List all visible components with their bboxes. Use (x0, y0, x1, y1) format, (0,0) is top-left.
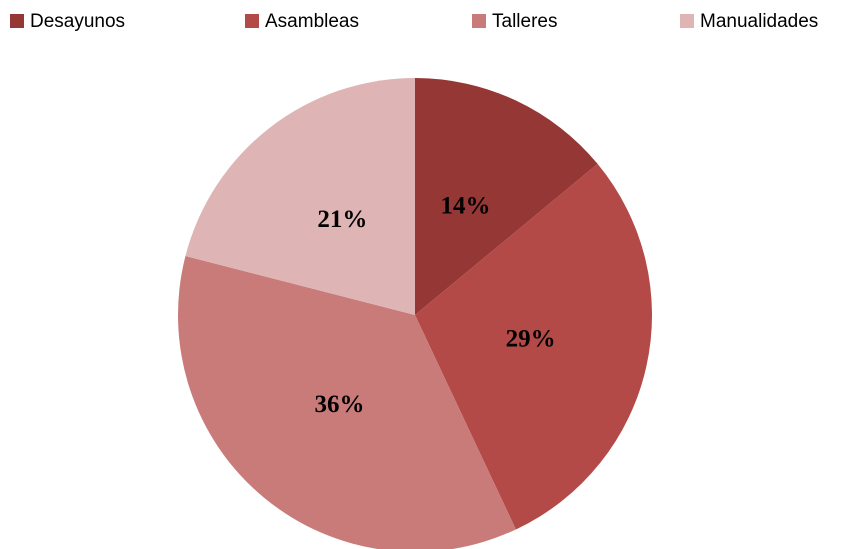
data-label: 14% (440, 193, 490, 220)
legend-swatch (472, 14, 486, 28)
legend-swatch (10, 14, 24, 28)
legend-swatch (245, 14, 259, 28)
legend-swatch (680, 14, 694, 28)
legend-label: Asambleas (265, 11, 359, 32)
data-label: 21% (317, 206, 367, 233)
pie-slice (178, 256, 516, 549)
pie-slice (185, 78, 415, 315)
pie-slice (415, 163, 652, 530)
legend-label: Desayunos (30, 11, 125, 32)
legend-label: Talleres (492, 11, 557, 32)
data-label: 29% (506, 326, 556, 353)
legend-label: Manualidades (700, 11, 818, 32)
data-label: 36% (314, 391, 364, 418)
pie-slice (415, 78, 598, 315)
